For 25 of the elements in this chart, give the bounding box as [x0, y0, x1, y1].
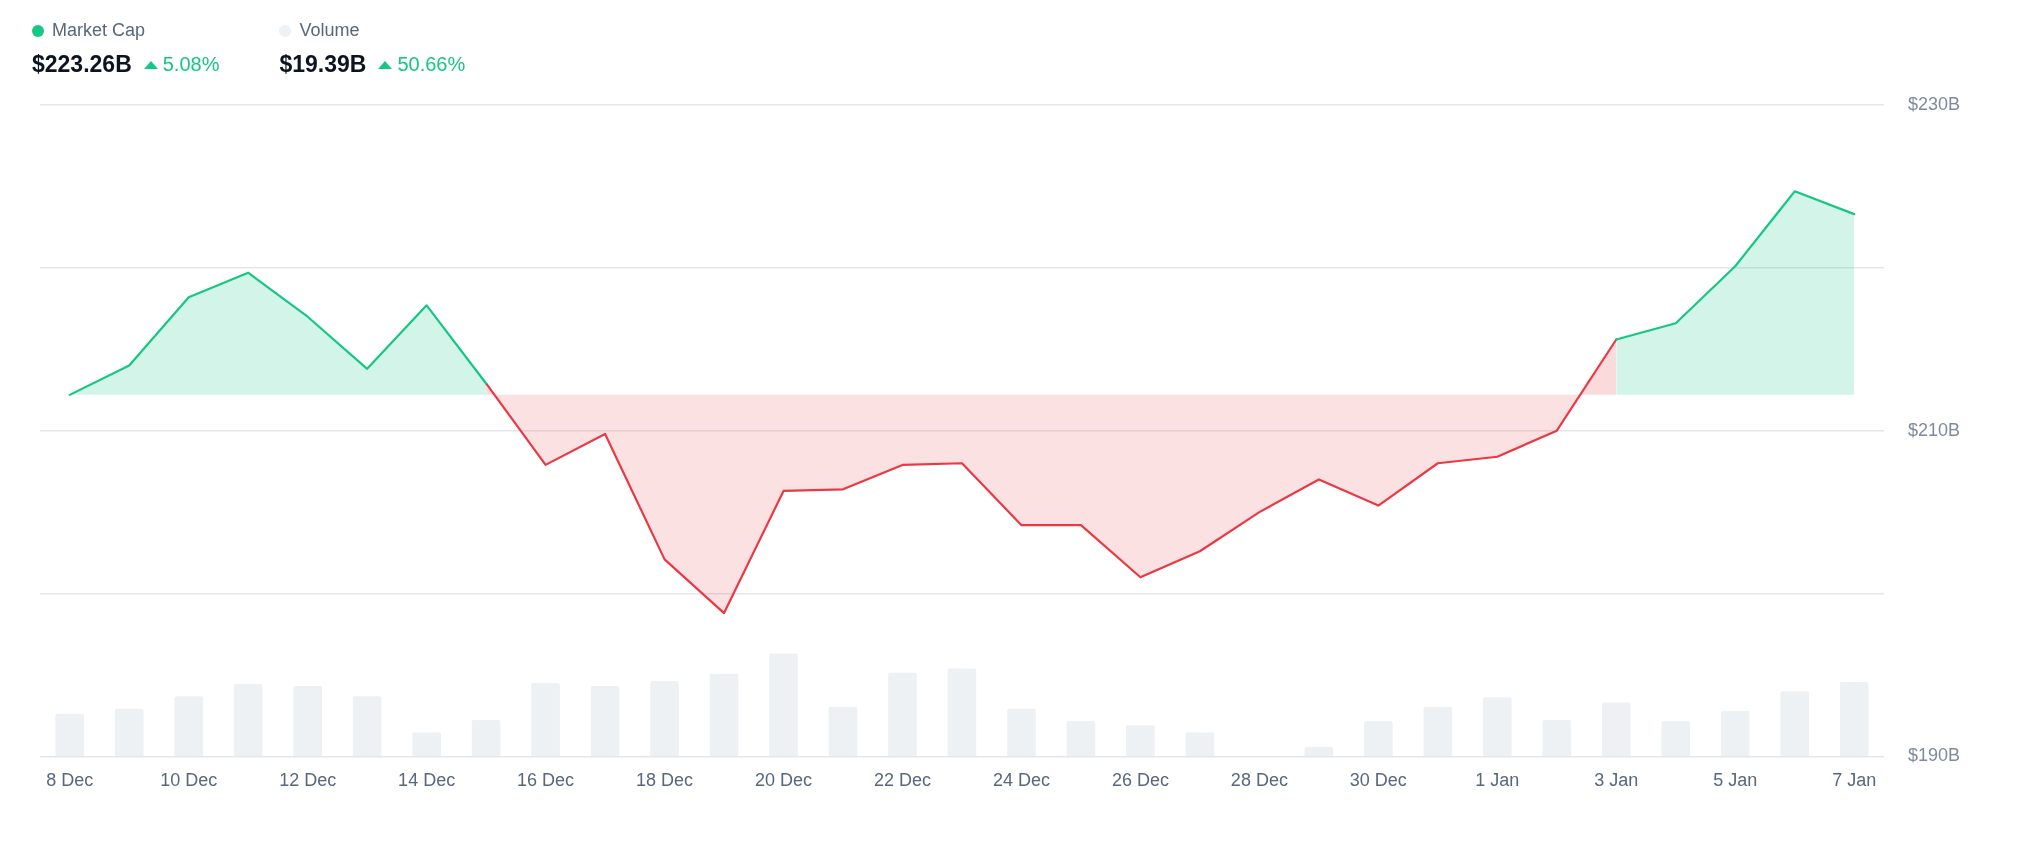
x-tick-label: 24 Dec	[992, 770, 1050, 791]
x-tick-label: 16 Dec	[517, 770, 575, 791]
y-tick-label: $230B	[1907, 93, 1961, 114]
legend-label: Volume	[299, 20, 360, 41]
x-tick-label: 7 Jan	[1832, 770, 1877, 791]
x-tick-label: 10 Dec	[160, 770, 218, 791]
y-tick-label: $190B	[1907, 745, 1961, 766]
text: $223.26B	[32, 51, 132, 78]
text: 50.66%	[397, 53, 466, 76]
y-tick-label: $210B	[1907, 419, 1961, 440]
x-tick-label: 28 Dec	[1230, 770, 1288, 791]
x-tick-label: 12 Dec	[279, 770, 337, 791]
x-tick-label: 18 Dec	[636, 770, 694, 791]
x-tick-label: 5 Jan	[1713, 770, 1758, 791]
x-tick-label: 20 Dec	[755, 770, 813, 791]
text: 5.08%	[162, 53, 220, 76]
x-tick-label: 3 Jan	[1594, 770, 1639, 791]
x-tick-label: 8 Dec	[46, 770, 94, 791]
x-tick-label: 22 Dec	[873, 770, 932, 791]
legend-label: Market Cap	[52, 20, 146, 41]
text: $19.39B	[279, 51, 367, 78]
x-tick-label: 14 Dec	[398, 770, 456, 791]
x-tick-label: 26 Dec	[1111, 770, 1169, 791]
x-tick-label: 30 Dec	[1349, 770, 1407, 791]
x-tick-label: 1 Jan	[1475, 770, 1520, 791]
